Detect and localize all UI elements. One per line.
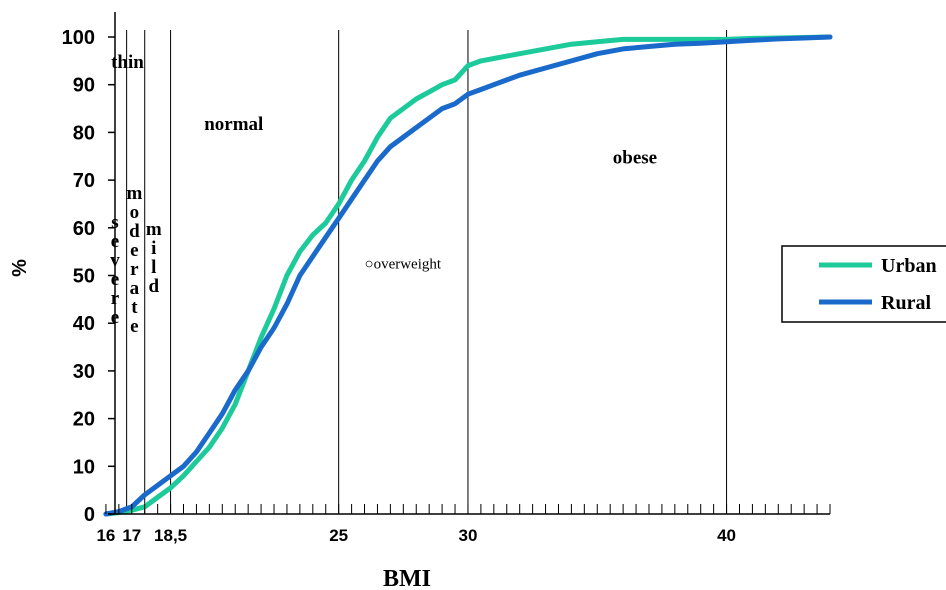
x-tick-labels: 16 17 18,5 25 30 40 — [96, 526, 736, 545]
y-tick-label: 10 — [73, 456, 95, 478]
region-overweight: ○overweight — [365, 256, 442, 272]
y-tick-labels: 0 10 20 30 40 50 60 70 80 90 100 — [62, 27, 115, 526]
y-tick-label: 80 — [73, 122, 95, 144]
x-minor-ticks — [105, 504, 831, 514]
x-axis-title: BMI — [383, 566, 431, 590]
series-line-urban — [103, 34, 833, 517]
legend-label-urban: Urban — [881, 255, 937, 277]
region-normal: normal — [204, 114, 263, 135]
legend-box — [781, 245, 946, 323]
x-tick-label: 16 — [96, 526, 115, 545]
y-tick-label: 30 — [73, 361, 95, 383]
y-tick-label: 0 — [84, 504, 95, 526]
region-obese: obese — [613, 147, 657, 168]
axes-layer — [108, 12, 830, 515]
y-axis-title: % — [9, 259, 31, 277]
x-tick-label: 18,5 — [154, 526, 187, 545]
y-tick-label: 60 — [73, 218, 95, 240]
y-tick-label: 20 — [73, 409, 95, 431]
legend: Urban Rural — [781, 245, 946, 323]
y-tick-label: 90 — [73, 75, 95, 97]
region-thin: thin — [111, 52, 144, 73]
series-line-rural — [103, 34, 833, 517]
x-tick-label: 40 — [717, 526, 736, 545]
y-tick-label: 100 — [62, 27, 95, 49]
series-layer — [103, 34, 833, 517]
x-tick-label: 17 — [122, 526, 141, 545]
y-tick-label: 70 — [73, 170, 95, 192]
y-tick-label: 50 — [73, 266, 95, 288]
y-tick-label: 40 — [73, 313, 95, 335]
legend-label-rural: Rural — [881, 292, 931, 314]
x-tick-label: 25 — [329, 526, 348, 545]
region-labels: thin s e v e r e m o d e r a t em i l d normal ○overweight o… — [110, 52, 657, 337]
cutoff-lines — [126, 30, 728, 514]
x-tick-label: 30 — [459, 526, 478, 545]
